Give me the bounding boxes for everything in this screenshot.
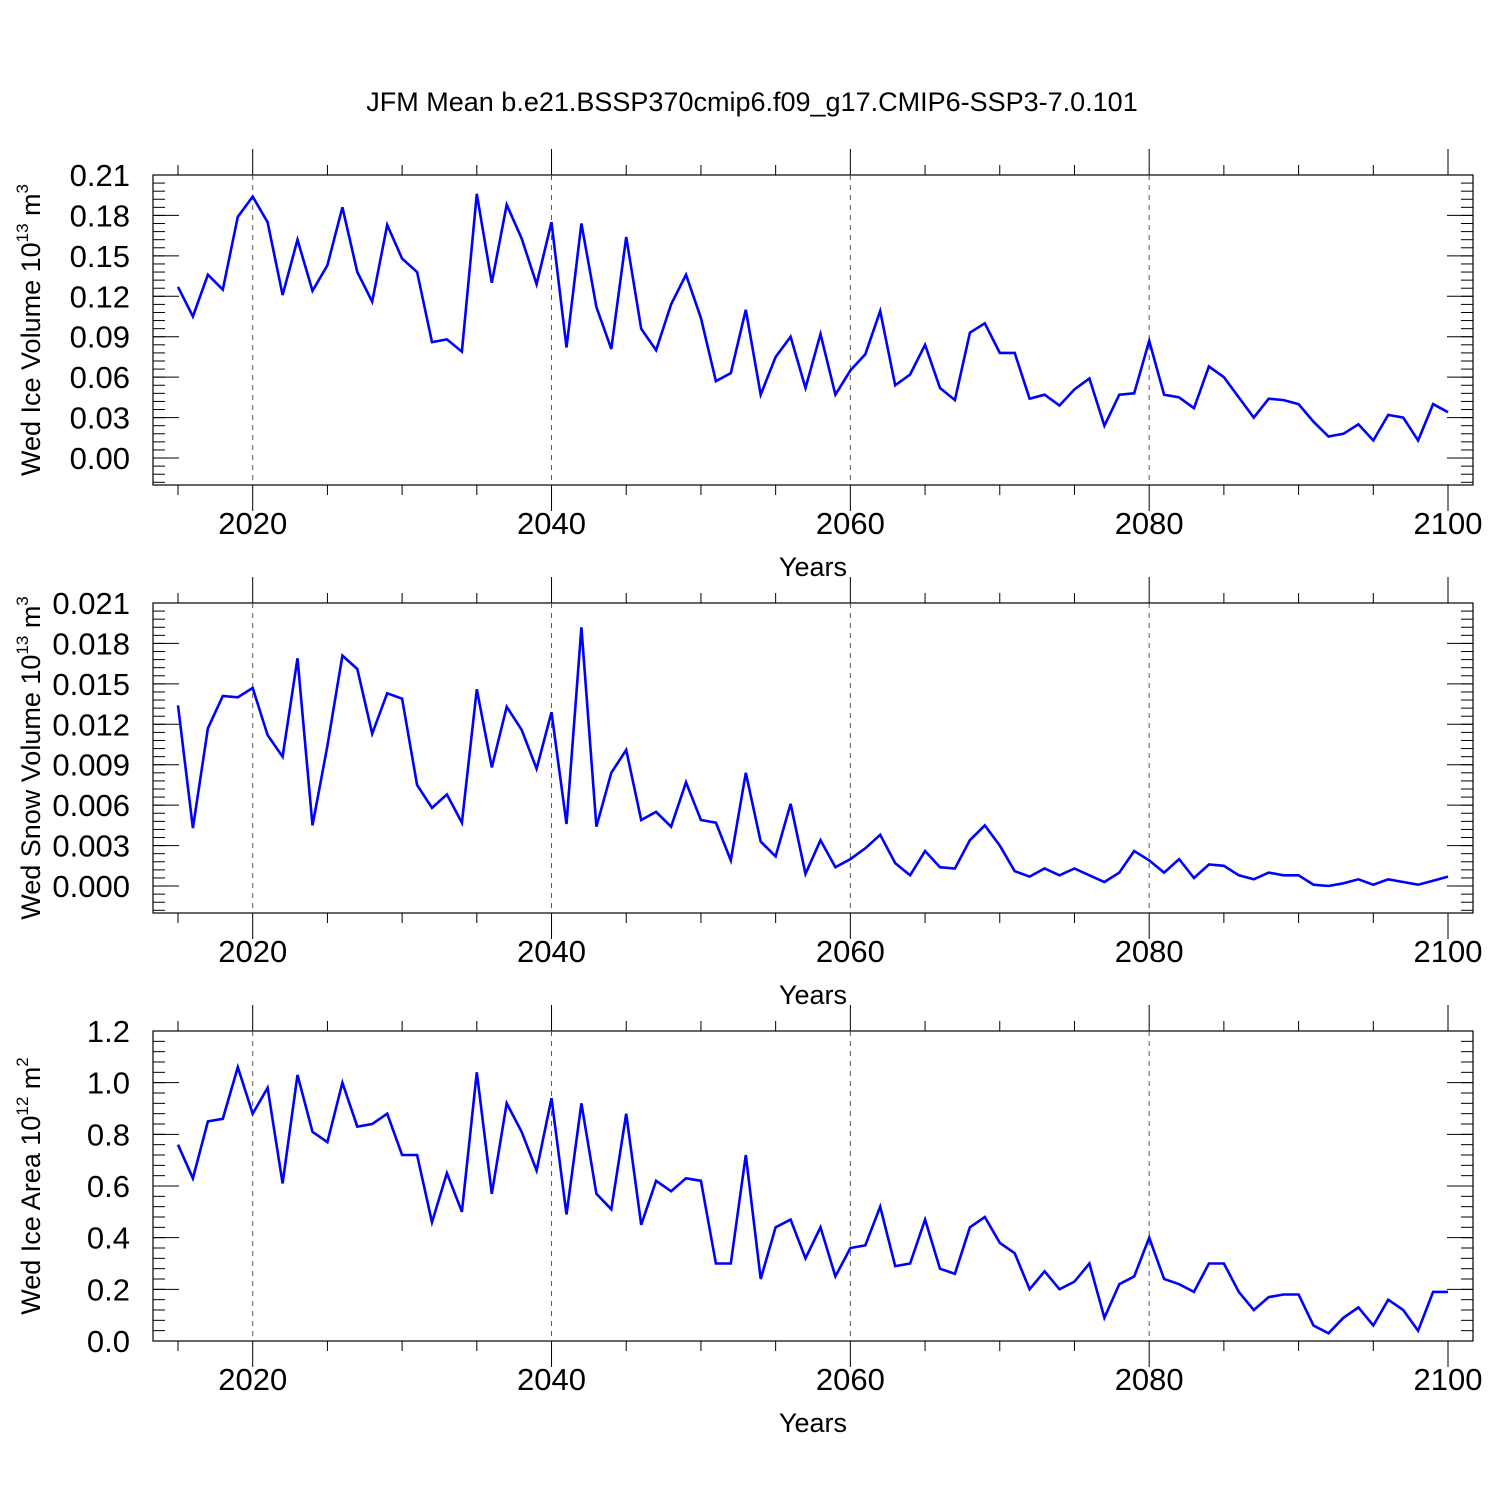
x-tick-label: 2060 (816, 934, 885, 969)
y-tick-label: 0.06 (70, 360, 130, 395)
plot-frame (152, 1030, 1474, 1342)
panel-1: 2020 2040 2060 2080 2100 Years 0.00 0.03 0.06 0.0… (13, 149, 1482, 582)
x-tick-label: 2060 (816, 1362, 885, 1397)
y-tick-label: 0.18 (70, 198, 130, 233)
y-axis-title: Wed Ice Area 1012 m2 (13, 1057, 46, 1315)
y-tick-label: 0.12 (70, 279, 130, 314)
y-tick-label: 0.15 (70, 239, 130, 274)
y-tick-label: 0.03 (70, 401, 130, 436)
y-tick-label: 0.012 (52, 707, 130, 742)
x-tick-label: 2060 (816, 506, 885, 541)
x-tick-label: 2100 (1414, 934, 1483, 969)
y-tick-label: 1.2 (87, 1014, 130, 1049)
y-axis-title: Wed Ice Volume 1013 m3 (13, 184, 46, 476)
x-tick-label: 2080 (1115, 1362, 1184, 1397)
x-tick-label: 2080 (1115, 934, 1184, 969)
y-tick-label: 0.09 (70, 320, 130, 355)
x-tick-label: 2040 (517, 934, 586, 969)
panel-3: 2020 2040 2060 2080 2100 Years 0.0 0.2 0.4 0.6 0.8… (13, 1005, 1482, 1438)
x-tick-label: 2080 (1115, 506, 1184, 541)
y-tick-label: 0.00 (70, 441, 130, 476)
y-tick-label: 0.000 (52, 869, 130, 904)
x-tick-label: 2100 (1414, 506, 1483, 541)
chart-title: JFM Mean b.e21.BSSP370cmip6.f09_g17.CMIP… (366, 87, 1137, 117)
y-tick-label: 0.003 (52, 829, 130, 864)
y-tick-label: 0.006 (52, 788, 130, 823)
y-tick-label: 1.0 (87, 1066, 130, 1101)
x-tick-label: 2040 (517, 1362, 586, 1397)
x-tick-label: 2020 (218, 1362, 287, 1397)
y-tick-label: 0.018 (52, 626, 130, 661)
y-tick-label: 0.0 (87, 1324, 130, 1359)
data-line (176, 627, 1449, 888)
y-tick-label: 0.4 (87, 1221, 130, 1256)
data-line (176, 1062, 1448, 1335)
plot-frame (152, 602, 1474, 914)
y-tick-label: 0.8 (87, 1117, 130, 1152)
plot-frame (152, 174, 1474, 486)
panel-2: 2020 2040 2060 2080 2100 Years 0.000 0.003 0.006… (13, 577, 1482, 1010)
y-axis-title: Wed Snow Volume 1013 m3 (13, 596, 46, 920)
y-tick-label: 0.6 (87, 1169, 130, 1204)
x-tick-label: 2020 (218, 506, 287, 541)
y-tick-label: 0.015 (52, 667, 130, 702)
x-tick-label: 2040 (517, 506, 586, 541)
x-tick-label: 2020 (218, 934, 287, 969)
x-tick-label: 2100 (1414, 1362, 1483, 1397)
x-axis-title: Years (779, 552, 847, 582)
y-tick-label: 0.021 (52, 586, 130, 621)
y-tick-label: 0.009 (52, 748, 130, 783)
x-axis-title: Years (779, 980, 847, 1010)
y-tick-label: 0.2 (87, 1272, 130, 1307)
y-tick-label: 0.21 (70, 158, 130, 193)
data-line (176, 193, 1449, 444)
x-axis-title: Years (779, 1408, 847, 1438)
